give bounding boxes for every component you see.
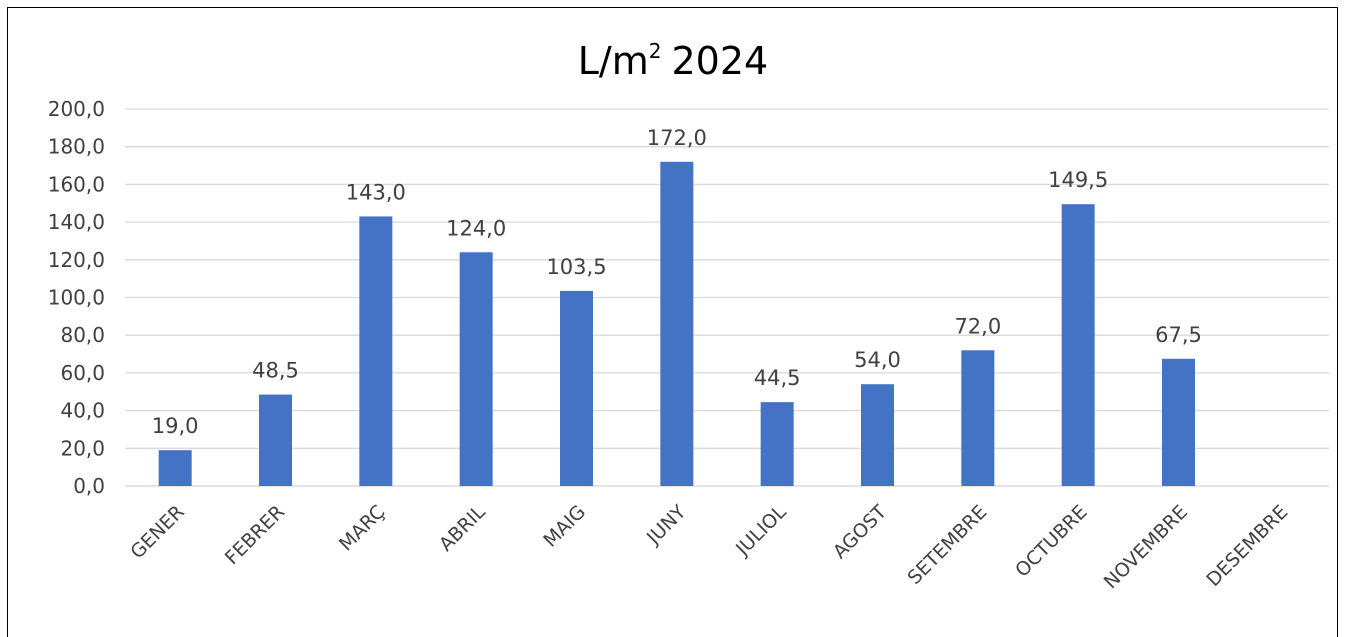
category-label: JULIOL	[731, 501, 791, 561]
bar-març	[359, 216, 393, 486]
category-label: NOVEMBRE	[1100, 501, 1192, 593]
gridlines	[125, 108, 1329, 487]
data-label: 19,0	[152, 414, 199, 438]
x-axis-category-labels: GENER FEBRER MARÇ ABRIL MAIG JUNY JULIOL AGOST S…	[126, 501, 1292, 594]
y-tick-label: 20,0	[60, 436, 105, 460]
y-tick-label: 60,0	[60, 361, 105, 385]
category-label: FEBRER	[221, 501, 289, 569]
data-label: 124,0	[446, 216, 506, 240]
data-labels: 19,0 48,5 143,0 124,0 103,5 172,0 44,5 54,0 72,0…	[152, 126, 1202, 438]
bar-febrer	[259, 394, 292, 486]
chart-title-sup: 2	[649, 39, 662, 63]
data-label: 172,0	[647, 126, 707, 150]
category-label: DESEMBRE	[1202, 501, 1292, 591]
y-tick-label: 180,0	[48, 135, 105, 159]
data-label: 149,5	[1048, 168, 1108, 192]
data-label: 72,0	[954, 314, 1001, 338]
data-label: 44,5	[754, 366, 801, 390]
data-label: 103,5	[546, 255, 606, 279]
chart-frame: L/m2 2024 0,0 20,0 40,0 60,0 80,0 100,0 120,0 14…	[7, 7, 1338, 637]
data-label: 54,0	[854, 348, 901, 372]
bar-octubre	[1061, 204, 1095, 486]
category-label: ABRIL	[435, 501, 490, 556]
category-label: MAIG	[539, 501, 590, 552]
bars	[158, 161, 1195, 486]
y-tick-label: 200,0	[48, 97, 105, 121]
bar-setembre	[961, 350, 995, 486]
y-tick-label: 160,0	[48, 172, 105, 196]
category-label: OCTUBRE	[1011, 501, 1092, 582]
category-label: JUNY	[642, 501, 691, 550]
y-tick-label: 80,0	[60, 323, 105, 347]
bar-juny	[660, 161, 694, 486]
bar-novembre	[1162, 358, 1195, 486]
chart-title-year: 2024	[672, 39, 769, 83]
bar-juliol	[760, 402, 794, 486]
bar-abril	[459, 252, 493, 486]
y-tick-label: 0,0	[73, 474, 105, 498]
data-label: 48,5	[252, 359, 299, 383]
y-tick-label: 100,0	[48, 286, 105, 310]
y-tick-label: 40,0	[60, 399, 105, 423]
y-tick-label: 140,0	[48, 210, 105, 234]
category-label: GENER	[126, 501, 188, 563]
data-label: 67,5	[1155, 323, 1202, 347]
chart-title-main: L/m	[578, 39, 649, 83]
category-label: SETEMBRE	[903, 501, 991, 589]
bar-maig	[560, 290, 593, 486]
chart-title: L/m2 2024	[578, 39, 768, 83]
y-tick-label: 120,0	[48, 248, 105, 272]
category-label: MARÇ	[335, 501, 389, 555]
data-label: 143,0	[346, 180, 406, 204]
bar-agost	[861, 384, 894, 486]
y-axis-tick-labels: 0,0 20,0 40,0 60,0 80,0 100,0 120,0 140,0 160,0 1…	[48, 97, 105, 498]
bar-chart: L/m2 2024 0,0 20,0 40,0 60,0 80,0 100,0 120,0 14…	[48, 39, 1329, 594]
category-label: AGOST	[829, 501, 892, 564]
bar-gener	[158, 450, 192, 486]
